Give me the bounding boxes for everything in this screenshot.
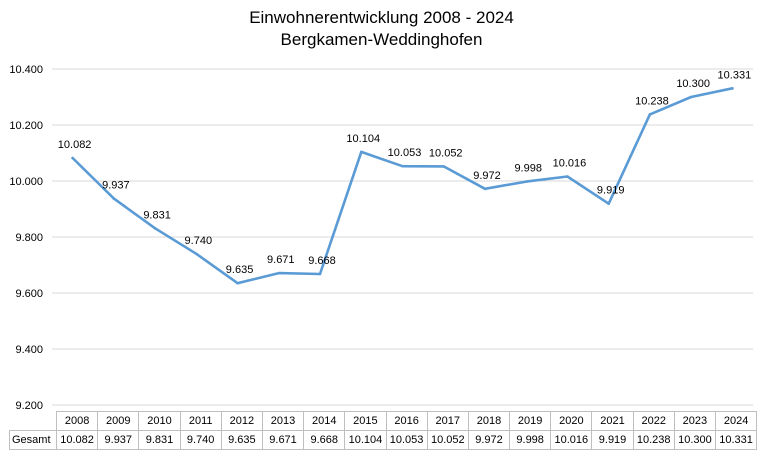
data-table: 2008 2009 2010 2011 2012 2013 2014 2015 2016 2017… <box>9 411 758 450</box>
data-point <box>401 164 404 168</box>
data-point <box>71 156 74 160</box>
data-table-value: 9.937 <box>97 430 140 450</box>
data-label: 10.053 <box>388 147 422 159</box>
data-table-value: 10.300 <box>673 430 717 450</box>
data-point <box>359 150 363 154</box>
data-point <box>318 272 322 276</box>
chart-title: Einwohnerentwicklung 2008 - 2024 <box>249 8 514 27</box>
chart-subtitle: Bergkamen-Weddinghofen <box>280 30 483 49</box>
data-table-value: 10.016 <box>550 430 593 450</box>
y-tick-label: 9.800 <box>15 232 43 244</box>
x-tick-label: 2009 <box>97 411 140 431</box>
x-tick-label: 2010 <box>138 411 181 431</box>
series-line-gesamt <box>71 87 734 285</box>
x-tick-label: 2015 <box>344 411 387 431</box>
data-point <box>524 180 528 183</box>
data-table-value: 10.331 <box>714 430 758 450</box>
data-point <box>236 281 239 285</box>
data-table-values-row: Gesamt 10.082 9.937 9.831 9.740 9.635 9.671 9.… <box>9 430 758 450</box>
x-tick-label: 2024 <box>714 411 758 431</box>
data-point <box>442 165 446 168</box>
data-point <box>648 113 652 116</box>
data-label: 9.671 <box>267 254 295 266</box>
y-tick-label: 9.600 <box>15 288 43 300</box>
data-label: 10.104 <box>346 133 380 145</box>
x-tick-label: 2020 <box>550 411 593 431</box>
data-table-value: 10.052 <box>426 430 469 450</box>
data-label: 9.831 <box>143 209 171 221</box>
x-tick-label: 2012 <box>220 411 263 431</box>
data-point <box>566 175 569 178</box>
data-table-value: 9.671 <box>261 430 305 450</box>
data-table-value: 9.635 <box>220 430 263 450</box>
data-point <box>607 202 610 205</box>
x-tick-label: 2023 <box>673 411 717 431</box>
y-tick-label: 9.200 <box>15 400 43 412</box>
data-label: 9.919 <box>597 185 625 197</box>
data-label: 9.937 <box>102 180 130 192</box>
data-table-value: 10.104 <box>344 430 387 450</box>
y-tick-label: 10.400 <box>9 64 43 76</box>
data-label: 9.998 <box>514 163 542 175</box>
data-label: 10.300 <box>676 78 710 90</box>
data-point <box>112 197 116 200</box>
data-table-value: 9.740 <box>179 430 222 450</box>
data-label: 9.668 <box>308 255 336 267</box>
data-table-value: 9.831 <box>138 430 181 450</box>
data-table-value: 10.082 <box>55 430 99 450</box>
data-label: 9.740 <box>185 235 213 247</box>
data-table-value: 10.053 <box>385 430 428 450</box>
data-table-corner-cell <box>9 411 57 431</box>
data-label: 9.972 <box>473 170 501 182</box>
x-tick-label: 2011 <box>179 411 222 431</box>
data-table-value: 9.972 <box>467 430 511 450</box>
data-point <box>731 87 734 90</box>
data-point <box>277 271 281 275</box>
data-point <box>483 187 487 191</box>
x-tick-label: 2018 <box>467 411 511 431</box>
data-label: 10.082 <box>58 139 92 151</box>
x-tick-label: 2008 <box>55 411 99 431</box>
y-tick-label: 9.400 <box>15 344 43 356</box>
chart-title-block: Einwohnerentwicklung 2008 - 2024 Bergkam… <box>0 7 763 51</box>
data-label: 10.052 <box>429 147 463 159</box>
data-point <box>689 95 693 99</box>
data-label: 10.238 <box>635 95 669 107</box>
data-table-value: 10.238 <box>632 430 675 450</box>
data-label: 10.331 <box>718 69 752 81</box>
x-tick-label: 2013 <box>261 411 305 431</box>
data-label: 10.016 <box>553 158 587 170</box>
data-point <box>153 227 157 230</box>
data-label: 9.635 <box>226 264 254 276</box>
x-tick-label: 2014 <box>303 411 346 431</box>
y-tick-label: 10.200 <box>9 120 43 132</box>
data-table-value: 9.998 <box>509 430 552 450</box>
x-tick-label: 2017 <box>426 411 469 431</box>
x-tick-label: 2016 <box>385 411 428 431</box>
x-tick-label: 2022 <box>632 411 675 431</box>
x-tick-label: 2021 <box>591 411 634 431</box>
data-point <box>195 252 198 256</box>
y-tick-label: 10.000 <box>9 176 43 188</box>
data-table-value: 9.919 <box>591 430 634 450</box>
data-table-header-row: 2008 2009 2010 2011 2012 2013 2014 2015 2016 2017… <box>9 411 758 431</box>
x-tick-label: 2019 <box>509 411 552 431</box>
data-table-value: 9.668 <box>303 430 346 450</box>
data-table-series-name: Gesamt <box>9 430 57 450</box>
